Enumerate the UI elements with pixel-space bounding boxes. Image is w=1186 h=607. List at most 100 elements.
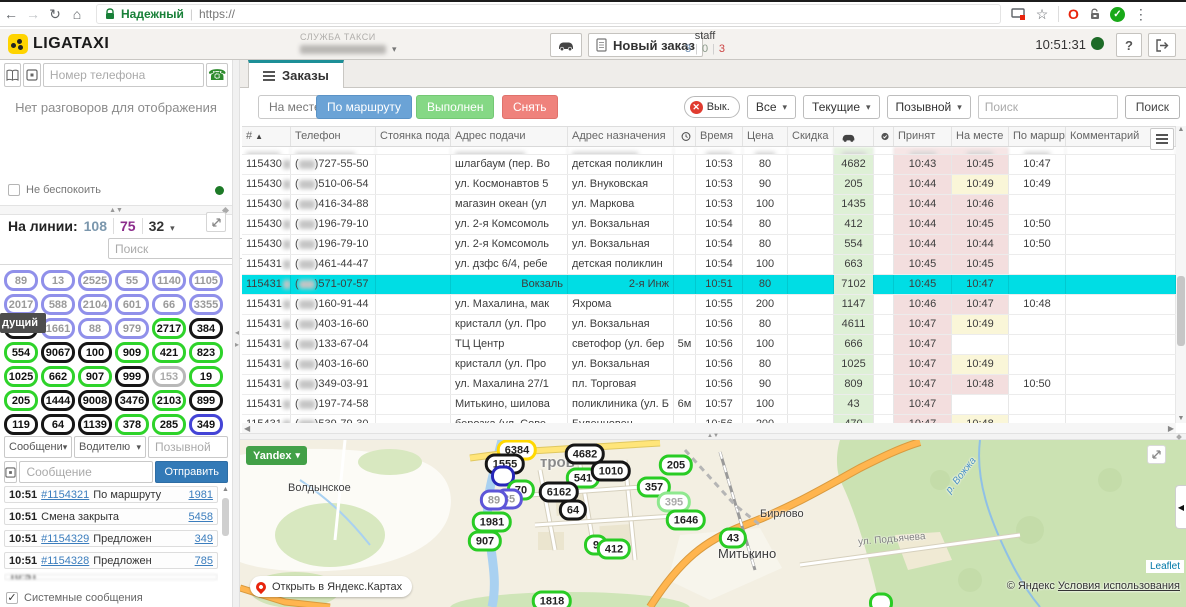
driver-badge[interactable]: 384 <box>189 318 223 339</box>
driver-badge[interactable]: 64 <box>41 414 75 435</box>
filter-callsign-dropdown[interactable]: Позывной▾ <box>887 95 971 119</box>
driver-badge[interactable]: 153 <box>152 366 186 387</box>
browser-menu-icon[interactable]: ⋮ <box>1134 6 1146 23</box>
driver-badge[interactable]: 66 <box>152 294 186 315</box>
column-header[interactable]: На месте <box>952 127 1009 146</box>
driver-badge[interactable]: 823 <box>189 342 223 363</box>
column-header[interactable]: Стоянка подачи <box>376 127 451 146</box>
callsign-input[interactable] <box>148 436 228 458</box>
table-row[interactable]: 115431()461-44-47ул. дзфс 6/4, ребедетск… <box>242 255 1176 275</box>
driver-badge[interactable]: 1661 <box>41 318 75 339</box>
driver-map-marker[interactable] <box>869 593 893 607</box>
driver-badge[interactable]: 2103 <box>152 390 186 411</box>
driver-badge[interactable]: 100 <box>78 342 112 363</box>
help-button[interactable]: ? <box>1116 33 1142 57</box>
driver-badge[interactable]: 2104 <box>78 294 112 315</box>
driver-badge[interactable]: 88 <box>78 318 112 339</box>
table-row[interactable]: 115430()727-55-50шлагбаум (пер. Водетска… <box>242 155 1176 175</box>
map-fullscreen-button[interactable] <box>1147 445 1166 464</box>
callsign-link[interactable]: 1981 <box>189 489 213 501</box>
expand-drivers-button[interactable] <box>206 212 226 232</box>
call-button[interactable]: ☎ <box>206 63 228 87</box>
driver-badge[interactable]: 19 <box>189 366 223 387</box>
driver-badge[interactable]: 285 <box>152 414 186 435</box>
driver-map-marker[interactable]: 907 <box>468 531 502 552</box>
sound-off-toggle[interactable]: ✕ Вык. <box>684 96 740 118</box>
column-header[interactable]: Цена <box>743 127 788 146</box>
online-counters[interactable]: На линии: 108 75 32 ▾ <box>8 218 175 234</box>
driver-map-marker[interactable]: 412 <box>597 539 631 560</box>
phone-number-input[interactable] <box>43 63 204 87</box>
dialpad-button[interactable] <box>23 63 40 87</box>
driver-badge[interactable]: 119 <box>4 414 38 435</box>
bookmark-star-icon[interactable]: ☆ <box>1035 6 1049 23</box>
table-row[interactable]: 115431()133-67-04ТЦ Центрсветофор (ул. б… <box>242 335 1176 355</box>
table-row-obscured[interactable] <box>242 147 1176 155</box>
unlock-extension-icon[interactable] <box>1088 8 1101 20</box>
back-icon[interactable]: ← <box>0 6 22 22</box>
address-bar[interactable]: Надежный | https:// <box>96 4 1001 24</box>
map[interactable]: ВолдынскоетровБирловоМитькиноул. Подъяче… <box>240 440 1186 607</box>
sidebar-main-splitter[interactable]: ◂ ▸ <box>232 60 240 607</box>
orders-search-button[interactable]: Поиск <box>1125 95 1180 119</box>
company-selector[interactable]: ▾ <box>300 44 410 55</box>
message-target-select[interactable]: Водителю▾ <box>74 436 146 458</box>
table-row[interactable]: 115430()416-34-88магазин океан (улул. Ма… <box>242 195 1176 215</box>
dnd-checkbox[interactable] <box>8 184 20 196</box>
driver-badge[interactable]: 421 <box>152 342 186 363</box>
adblock-check-icon[interactable]: ✓ <box>1110 7 1125 22</box>
column-header[interactable]: Телефон <box>291 127 376 146</box>
leaflet-attribution-link[interactable]: Leaflet <box>1146 560 1184 573</box>
send-message-button[interactable]: Отправить <box>155 461 228 483</box>
forward-icon[interactable]: → <box>22 6 44 22</box>
driver-map-marker[interactable]: 64 <box>559 500 587 521</box>
table-row[interactable]: 115430()510-06-54ул. Космонавтов 5ул. Вн… <box>242 175 1176 195</box>
column-header[interactable] <box>674 127 696 146</box>
table-row[interactable]: 115430()196-79-10ул. 2-я Комсомольул. Во… <box>242 235 1176 255</box>
table-row-selected[interactable]: 115431()571-07-57Вокзаль2-я Инж10:518071… <box>242 275 1176 295</box>
table-row[interactable]: 115431()403-16-60кристалл (ул. Проул. Во… <box>242 355 1176 375</box>
driver-badge[interactable]: 378 <box>115 414 149 435</box>
table-row[interactable]: 115431()403-16-60кристалл (ул. Проул. Во… <box>242 315 1176 335</box>
driver-badge[interactable]: 1025 <box>4 366 38 387</box>
table-row[interactable]: 115431()197-74-58Митькино, шиловаполикли… <box>242 395 1176 415</box>
column-header[interactable]: Адрес назначения <box>568 127 674 146</box>
driver-badge[interactable]: 2017 <box>4 294 38 315</box>
opera-extension-icon[interactable]: O <box>1068 7 1079 21</box>
driver-badge[interactable]: 588 <box>41 294 75 315</box>
driver-map-marker[interactable]: 89 <box>480 490 508 511</box>
driver-badge[interactable]: 907 <box>78 366 112 387</box>
column-header[interactable]: Скидка <box>788 127 834 146</box>
driver-badge[interactable]: 205 <box>4 390 38 411</box>
driver-map-marker[interactable]: 1646 <box>666 510 706 531</box>
order-link[interactable]: #1154328 <box>41 555 89 567</box>
table-row[interactable]: 115431()349-03-91ул. Махалина 27/1пл. То… <box>242 375 1176 395</box>
column-header[interactable]: По маршру <box>1009 127 1066 146</box>
driver-badge[interactable]: 13 <box>41 270 75 291</box>
filter-all-dropdown[interactable]: Все▾ <box>747 95 796 119</box>
map-provider-button[interactable]: Yandex▾ <box>246 446 307 465</box>
home-icon[interactable]: ⌂ <box>66 6 88 22</box>
status-done-button[interactable]: Выполнен <box>416 95 494 119</box>
tab-orders[interactable]: Заказы <box>248 60 344 88</box>
driver-badge[interactable]: 999 <box>115 366 149 387</box>
message-feed-scrollbar[interactable]: ▲▼ <box>221 486 230 607</box>
message-type-select[interactable]: Сообщени▾ <box>4 436 72 458</box>
driver-badge[interactable]: 55 <box>115 270 149 291</box>
open-in-yandex-link[interactable]: Открыть в Яндекс.Картах <box>250 576 412 597</box>
callsign-link[interactable]: 785 <box>195 555 213 567</box>
message-template-button[interactable] <box>4 461 17 483</box>
driver-badge[interactable]: 1105 <box>189 270 223 291</box>
column-header[interactable]: # ▲ <box>242 127 291 146</box>
terms-link[interactable]: Условия использования <box>1058 580 1180 592</box>
orders-search-input[interactable] <box>978 95 1118 119</box>
driver-badge[interactable]: 2525 <box>78 270 112 291</box>
driver-map-marker[interactable]: 1981 <box>472 512 512 533</box>
column-header[interactable]: Адрес подачи <box>451 127 568 146</box>
table-row[interactable]: 115431()539-79-30берозка (ул. СовеБуденн… <box>242 415 1176 423</box>
driver-map-marker[interactable]: 43 <box>719 528 747 549</box>
driver-badge[interactable]: 3355 <box>189 294 223 315</box>
system-messages-checkbox[interactable]: ✓ <box>6 592 18 604</box>
column-header[interactable]: Время <box>696 127 743 146</box>
message-input[interactable] <box>19 461 153 483</box>
